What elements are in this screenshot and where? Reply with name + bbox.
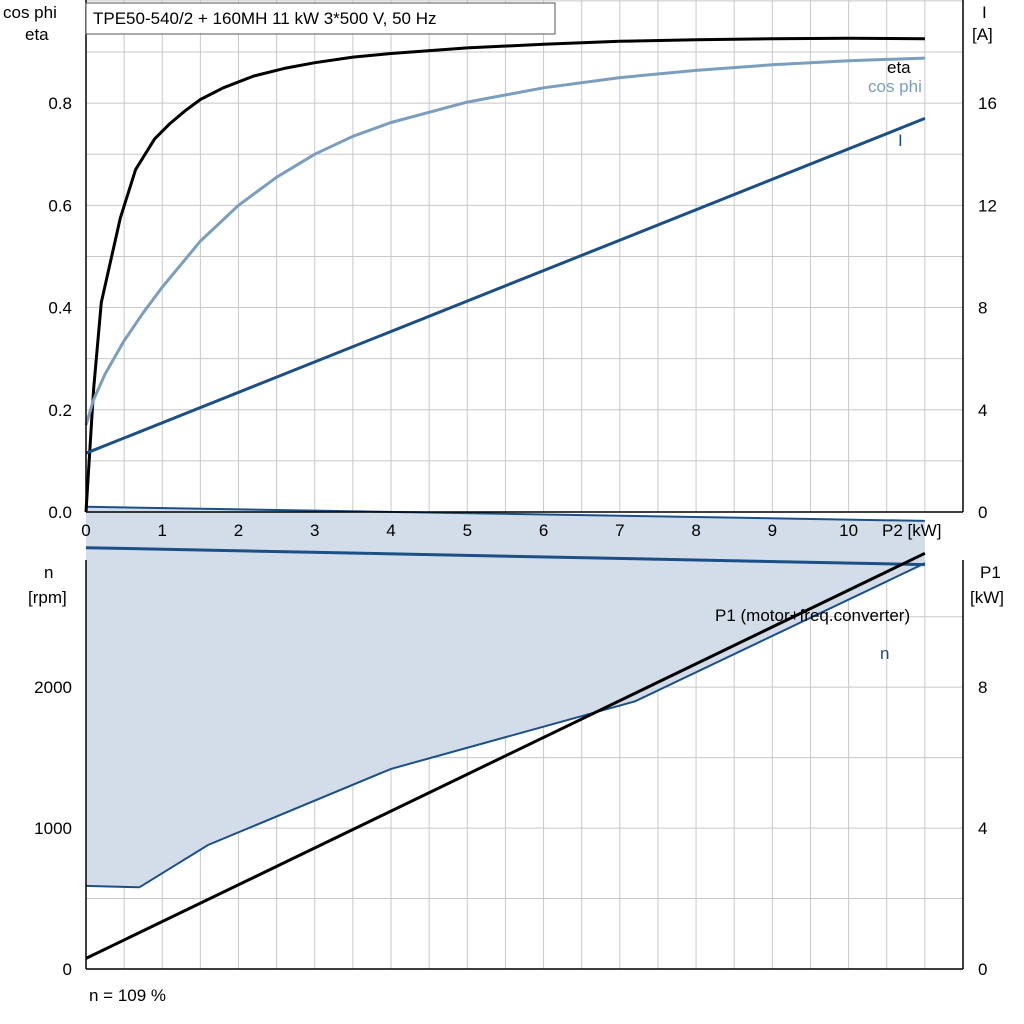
speed-footer-note: n = 109 % <box>89 986 166 1005</box>
cos_phi-line <box>84 56 925 426</box>
speed-range-fill <box>86 506 925 888</box>
x-tick-label: 1 <box>158 521 167 540</box>
top-right-tick-label: 4 <box>978 401 987 420</box>
eta-series-label: eta <box>887 58 911 77</box>
x-axis-label: P2 [kW] <box>882 521 942 540</box>
x-tick-label: 0 <box>81 521 90 540</box>
top-right-tick-label: 0 <box>978 503 987 522</box>
bottom-right-tick-label: 4 <box>978 819 987 838</box>
bottom-left-tick-label: 2000 <box>34 678 72 697</box>
min-speed-line <box>85 562 926 889</box>
p1-line <box>85 551 926 960</box>
bottom-left-tick-label: 0 <box>63 960 72 979</box>
x-tick-label: 8 <box>691 521 700 540</box>
x-tick-label: 6 <box>539 521 548 540</box>
x-tick-label: 10 <box>839 521 858 540</box>
current-line <box>85 117 926 455</box>
bottom-left-axis-label-1: n <box>44 563 53 582</box>
top-chart-series <box>84 36 926 513</box>
eta-line <box>84 36 925 513</box>
top-left-axis-label-2: eta <box>25 25 49 44</box>
top-left-tick-label: 0.2 <box>48 401 72 420</box>
top-left-tick-label: 0.0 <box>48 503 72 522</box>
bottom-right-axis-label-2: [kW] <box>970 588 1004 607</box>
n-line <box>85 546 925 567</box>
top-left-axis-label-1: cos phi <box>3 3 57 22</box>
x-tick-label: 3 <box>310 521 319 540</box>
top-right-tick-label: 16 <box>978 94 997 113</box>
current-series-label: I <box>898 131 903 150</box>
x-tick-label: 7 <box>615 521 624 540</box>
chart-axes <box>85 0 964 970</box>
n-series-label: n <box>880 644 889 663</box>
x-tick-label: 9 <box>768 521 777 540</box>
chart-title: TPE50-540/2 + 160MH 11 kW 3*500 V, 50 Hz <box>93 9 437 28</box>
title-box <box>85 2 556 35</box>
p1-series-label: P1 (motor+freq.converter) <box>715 606 910 625</box>
top-right-tick-label: 8 <box>978 299 987 318</box>
speed-range-area <box>85 505 926 889</box>
bottom-left-tick-label: 1000 <box>34 819 72 838</box>
x-tick-label: 5 <box>463 521 472 540</box>
x-tick-label: 2 <box>234 521 243 540</box>
cos-phi-series-label: cos phi <box>868 77 922 96</box>
bottom-chart-series <box>85 546 926 960</box>
top-left-tick-label: 0.8 <box>48 94 72 113</box>
top-left-tick-label: 0.6 <box>48 196 72 215</box>
top-right-axis-label-1: I <box>982 3 987 22</box>
bottom-right-tick-label: 0 <box>978 960 987 979</box>
max-speed-line <box>85 505 925 522</box>
bottom-right-tick-label: 8 <box>978 678 987 697</box>
top-chart-grid <box>86 0 963 512</box>
top-right-tick-label: 12 <box>978 196 997 215</box>
bottom-right-axis-label-1: P1 <box>980 563 1001 582</box>
top-left-tick-label: 0.4 <box>48 299 72 318</box>
bottom-left-axis-label-2: [rpm] <box>28 588 67 607</box>
x-tick-label: 4 <box>386 521 395 540</box>
top-right-axis-label-2: [A] <box>972 25 993 44</box>
